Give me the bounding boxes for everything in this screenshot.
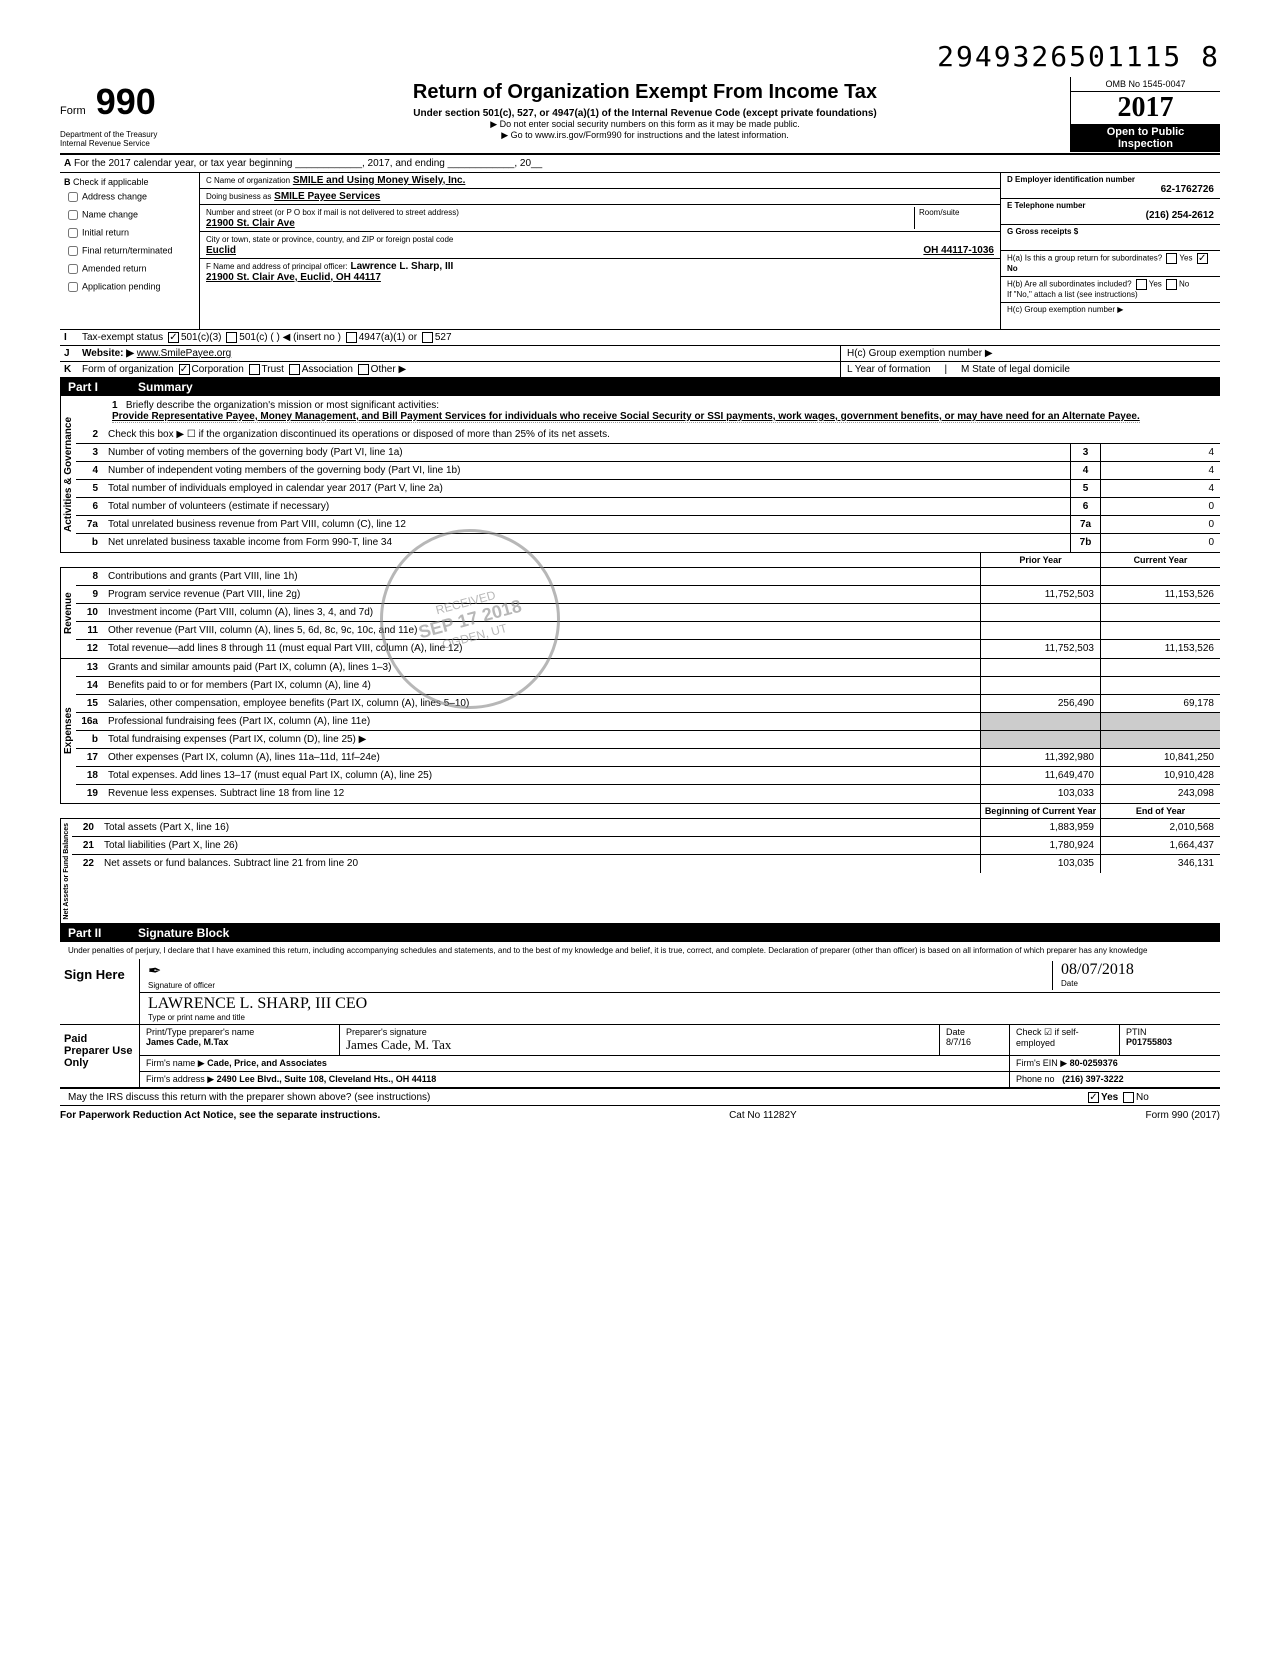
- line-10: Investment income (Part VIII, column (A)…: [104, 605, 980, 620]
- line-6: Total number of volunteers (estimate if …: [104, 499, 1070, 514]
- part-2-header: Part IISignature Block: [60, 924, 1220, 942]
- paid-preparer-label: Paid Preparer Use Only: [60, 1025, 140, 1087]
- part-1-header: Part ISummary: [60, 378, 1220, 396]
- ein-cell: D Employer identification number 62-1762…: [1001, 173, 1220, 199]
- check-amended[interactable]: Amended return: [64, 261, 195, 277]
- preparer-date: 8/7/16: [946, 1037, 971, 1047]
- firm-name: Cade, Price, and Associates: [207, 1058, 327, 1068]
- sign-here-label: Sign Here: [60, 959, 140, 1024]
- url-line: ▶ Go to www.irs.gov/Form990 for instruct…: [228, 130, 1062, 141]
- self-employed-check: Check ☑ if self-employed: [1010, 1025, 1120, 1055]
- line-17: Other expenses (Part IX, column (A), lin…: [104, 750, 980, 765]
- firm-phone: (216) 397-3222: [1062, 1074, 1124, 1084]
- line-13: Grants and similar amounts paid (Part IX…: [104, 660, 980, 675]
- ptin-value: P01755803: [1126, 1037, 1172, 1047]
- h-a-cell: H(a) Is this a group return for subordin…: [1001, 251, 1220, 277]
- row-i-tax-status: I Tax-exempt status ✓501(c)(3) 501(c) ( …: [60, 330, 1220, 346]
- side-expenses: Expenses: [60, 659, 76, 803]
- discuss-question: May the IRS discuss this return with the…: [60, 1090, 1080, 1105]
- line-21: Total liabilities (Part X, line 26): [100, 838, 980, 853]
- line-16a: Professional fundraising fees (Part IX, …: [104, 714, 980, 729]
- officer-printed-name: LAWRENCE L. SHARP, III CEO: [148, 995, 1212, 1013]
- row-k-form-org: K Form of organization ✓Corporation Trus…: [60, 362, 1220, 378]
- line-9: Program service revenue (Part VIII, line…: [104, 587, 980, 602]
- ssn-warning: ▶ Do not enter social security numbers o…: [228, 119, 1062, 130]
- page-footer: For Paperwork Reduction Act Notice, see …: [60, 1106, 1220, 1125]
- entity-block: B Check if applicable Address change Nam…: [60, 173, 1220, 330]
- line-18: Total expenses. Add lines 13–17 (must eq…: [104, 768, 980, 783]
- open-public-badge: Open to PublicInspection: [1071, 124, 1220, 152]
- check-final-return[interactable]: Final return/terminated: [64, 243, 195, 259]
- preparer-name: James Cade, M.Tax: [146, 1037, 228, 1047]
- current-year-header: Current Year: [1100, 553, 1220, 567]
- check-initial-return[interactable]: Initial return: [64, 225, 195, 241]
- dba-cell: Doing business as SMILE Payee Services: [200, 189, 1000, 205]
- document-number: 2949326501115 8: [60, 40, 1220, 73]
- discuss-answer: ✓Yes No: [1080, 1090, 1220, 1105]
- line-5: Total number of individuals employed in …: [104, 481, 1070, 496]
- h-c-cell: H(c) Group exemption number ▶: [1001, 303, 1220, 329]
- form-number: Form 990: [60, 81, 212, 123]
- preparer-signature: James Cade, M. Tax: [346, 1037, 451, 1052]
- firm-address: 2490 Lee Blvd., Suite 108, Cleveland Hts…: [217, 1074, 437, 1084]
- mission-line: 1 Briefly describe the organization's mi…: [76, 396, 1220, 426]
- street-cell: Number and street (or P O box if mail is…: [200, 205, 1000, 232]
- omb-number: OMB No 1545-0047: [1071, 77, 1220, 92]
- line-14: Benefits paid to or for members (Part IX…: [104, 678, 980, 693]
- line-22: Net assets or fund balances. Subtract li…: [100, 856, 980, 871]
- line-7a: Total unrelated business revenue from Pa…: [104, 517, 1070, 532]
- form-subtitle: Under section 501(c), 527, or 4947(a)(1)…: [228, 108, 1062, 119]
- check-address-change[interactable]: Address change: [64, 189, 195, 205]
- department-label: Department of the Treasury Internal Reve…: [60, 131, 212, 149]
- line-15: Salaries, other compensation, employee b…: [104, 696, 980, 711]
- side-revenue: Revenue: [60, 568, 76, 658]
- line-20: Total assets (Part X, line 16): [100, 820, 980, 835]
- form-header: Form 990 Department of the Treasury Inte…: [60, 77, 1220, 155]
- line-12: Total revenue—add lines 8 through 11 (mu…: [104, 641, 980, 656]
- check-application-pending[interactable]: Application pending: [64, 279, 195, 295]
- gross-receipts-cell: G Gross receipts $: [1001, 225, 1220, 251]
- tax-year: 2017: [1071, 92, 1220, 124]
- side-governance: Activities & Governance: [60, 396, 76, 552]
- line-11: Other revenue (Part VIII, column (A), li…: [104, 623, 980, 638]
- line-7b: Net unrelated business taxable income fr…: [104, 535, 1070, 550]
- firm-ein: 80-0259376: [1070, 1058, 1118, 1068]
- signature-date: 08/07/2018: [1061, 961, 1212, 979]
- begin-year-header: Beginning of Current Year: [980, 804, 1100, 818]
- column-b-checkboxes: B Check if applicable Address change Nam…: [60, 173, 200, 329]
- form-title: Return of Organization Exempt From Incom…: [228, 81, 1062, 104]
- line-3: Number of voting members of the governin…: [104, 445, 1070, 460]
- end-year-header: End of Year: [1100, 804, 1220, 818]
- telephone-cell: E Telephone number (216) 254-2612: [1001, 199, 1220, 225]
- line-16b: Total fundraising expenses (Part IX, col…: [104, 732, 980, 747]
- officer-cell: F Name and address of principal officer:…: [200, 259, 1000, 285]
- perjury-statement: Under penalties of perjury, I declare th…: [60, 942, 1220, 959]
- h-b-cell: H(b) Are all subordinates included? Yes …: [1001, 277, 1220, 303]
- check-name-change[interactable]: Name change: [64, 207, 195, 223]
- prior-year-header: Prior Year: [980, 553, 1100, 567]
- city-cell: City or town, state or province, country…: [200, 232, 1000, 259]
- section-a-year: A For the 2017 calendar year, or tax yea…: [60, 155, 1220, 173]
- row-j-website: J Website: ▶ www.SmilePayee.org H(c) Gro…: [60, 346, 1220, 362]
- line-2: Check this box ▶ ☐ if the organization d…: [104, 427, 1220, 442]
- org-name-cell: C Name of organization SMILE and Using M…: [200, 173, 1000, 189]
- line-4: Number of independent voting members of …: [104, 463, 1070, 478]
- line-19: Revenue less expenses. Subtract line 18 …: [104, 786, 980, 801]
- officer-signature: ✒: [148, 961, 1052, 981]
- side-net-assets: Net Assets or Fund Balances: [60, 819, 72, 924]
- line-8: Contributions and grants (Part VIII, lin…: [104, 569, 980, 584]
